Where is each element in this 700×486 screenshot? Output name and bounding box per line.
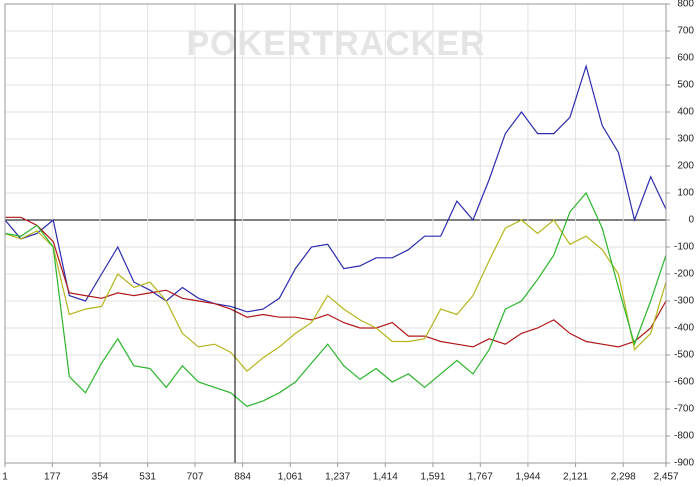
y-tick-label: -800 (674, 431, 694, 442)
x-tick-label: 1,944 (515, 472, 540, 483)
x-tick-label: 2,298 (611, 472, 636, 483)
series-line (5, 216, 667, 348)
y-tick-label: -700 (674, 404, 694, 415)
y-tick-label: 400 (677, 107, 694, 118)
x-tick-label: 1,767 (468, 472, 493, 483)
y-tick-label: -900 (674, 458, 694, 469)
y-tick-label: 800 (677, 0, 694, 10)
x-tick-label: 1,237 (325, 472, 350, 483)
y-tick-label: 200 (677, 161, 694, 172)
y-tick-label: 500 (677, 80, 694, 91)
y-tick-label: -600 (674, 377, 694, 388)
x-tick-label: 884 (234, 472, 251, 483)
lines (4, 63, 667, 407)
x-tick-label: 1 (2, 472, 8, 483)
series-line (4, 63, 667, 313)
x-tick-label: 1,591 (420, 472, 445, 483)
x-tick-label: 2,457 (653, 472, 678, 483)
y-tick-label: -400 (674, 323, 694, 334)
plot-border (4, 3, 667, 464)
x-tick-label: 1,061 (278, 472, 303, 483)
x-tick-label: 2,121 (563, 472, 588, 483)
y-tick-label: 0 (688, 215, 694, 226)
x-tick-label: 1,414 (373, 472, 398, 483)
x-tick-label: 707 (187, 472, 204, 483)
series-line (4, 219, 667, 373)
y-tick-label: 100 (677, 188, 694, 199)
y-tick-label: -500 (674, 350, 694, 361)
series-line (4, 191, 667, 407)
y-tick-label: 700 (677, 26, 694, 37)
x-tick-label: 177 (44, 472, 61, 483)
x-tick-label: 354 (92, 472, 109, 483)
y-tick-label: 300 (677, 134, 694, 145)
y-tick-label: -100 (674, 242, 694, 253)
x-tick-label: 531 (139, 472, 156, 483)
y-tick-label: 600 (677, 53, 694, 64)
y-tick-label: -200 (674, 269, 694, 280)
y-tick-label: -300 (674, 296, 694, 307)
